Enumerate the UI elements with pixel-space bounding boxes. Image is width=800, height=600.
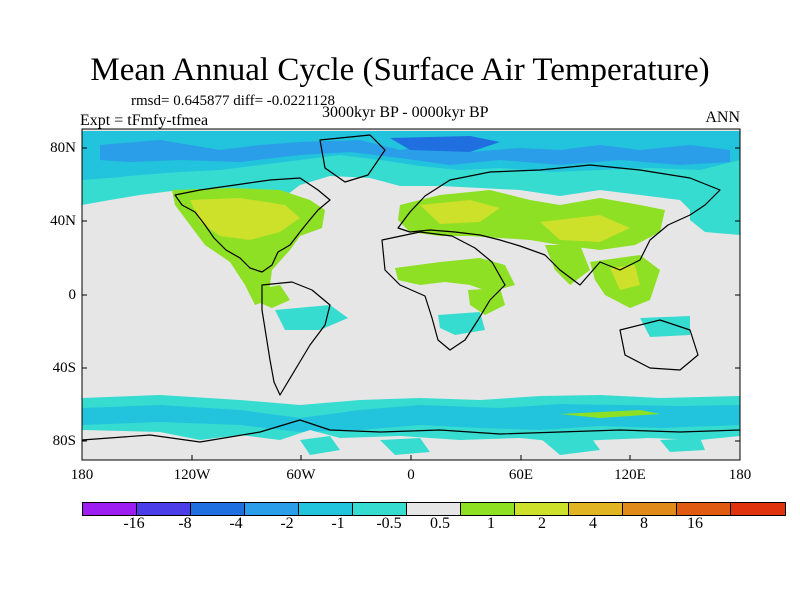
legend-label: 8 [640,515,648,532]
antarctica-cool-patch-1 [300,436,340,455]
legend-swatch [83,503,137,515]
antarctica-cool-patch-3 [540,436,600,455]
lon-label-120w: 120W [173,467,211,483]
australia-coast [619,319,699,371]
axis-ticks [81,147,741,460]
lon-label-120e: 120E [614,467,646,483]
lat-label-0: 0 [68,287,77,303]
legend-label: -2 [280,515,294,532]
africa-coast [381,231,506,351]
arctic-deep-patch [390,136,500,152]
south-america-warm [255,285,290,308]
lon-label-0: 0 [407,467,415,483]
legend-swatch [731,503,785,515]
lat-label-80s: 80S [52,433,76,449]
antarctica-cool-patch-4 [660,438,705,452]
season-label: ANN [705,109,740,126]
europe-asia-warm-core [420,200,500,224]
pacific-cool-patch-tropical [275,305,348,330]
africa-cool-patch [438,312,485,335]
legend-label: -4 [229,515,243,532]
greenland-coast [319,134,386,183]
southern-ocean-warm-sliver [560,410,660,418]
arctic-band-dark [100,140,730,165]
lon-label-60w: 60W [286,467,316,483]
legend-swatch [677,503,731,515]
legend-swatch [353,503,407,515]
antarctica-coast [81,419,741,443]
central-asia-warm-core [540,215,630,242]
chart-title: Mean Annual Cycle (Surface Air Temperatu… [90,52,710,88]
india-warm [545,245,590,285]
legend-label: 16 [687,515,703,532]
africa-warm [395,258,515,292]
legend-label: -16 [123,515,145,532]
lon-label-180e: 180 [728,467,752,483]
legend-label: 1 [487,515,495,532]
antarctica-cool-patch-2 [380,438,430,455]
legend-swatch [623,503,677,515]
legend-swatch [407,503,461,515]
experiment-label: Expt = tFmfy-tfmea [80,112,209,129]
legend-label: 4 [589,515,597,532]
north-america-warm-core [190,198,300,240]
period-label: 3000kyr BP - 0000kyr BP [322,104,489,121]
legend-swatch [515,503,569,515]
legend-swatch [191,503,245,515]
color-legend [82,502,786,516]
legend-label: 0.5 [430,515,450,532]
eurasia-coast [397,164,721,286]
legend-label: -8 [178,515,192,532]
indonesia-cool-patch [640,316,690,337]
legend-label: 2 [538,515,546,532]
lon-label-60e: 60E [508,467,534,483]
southern-ocean-band-mid [82,404,740,432]
legend-label: -0.5 [376,515,402,532]
legend-swatch [245,503,299,515]
south-america-coast [261,281,331,396]
lon-label-180w: 180 [70,467,94,483]
lat-label-80n: 80N [50,140,76,156]
rmsd-diff-stats: rmsd= 0.645877 diff= -0.0221128 [131,93,335,109]
lat-label-40n: 40N [50,213,76,229]
legend-swatch [299,503,353,515]
pacific-cool-patch [690,195,740,235]
southeast-asia-warm-core [610,265,640,290]
north-america-coast [174,177,331,273]
coastlines [81,134,741,443]
legend-swatch [461,503,515,515]
legend-swatch [137,503,191,515]
lat-label-40s: 40S [52,360,76,376]
legend-swatch [569,503,623,515]
legend-label: -1 [331,515,345,532]
